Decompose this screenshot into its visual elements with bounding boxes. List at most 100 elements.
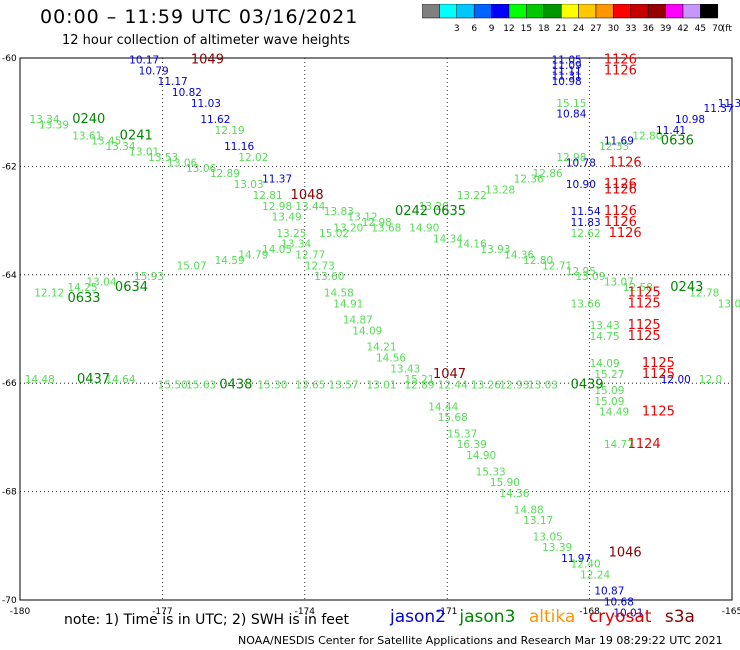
- time-label: 1125: [642, 356, 675, 371]
- swh-value: 13.61: [72, 130, 102, 142]
- swh-value: 13.12: [348, 212, 378, 224]
- time-labels: 1049 0240 0241 1048 0242 0635 0633 0634 0437 0438…: [67, 52, 703, 560]
- swh-value: 14.34: [433, 233, 463, 245]
- swh-value: 10.82: [172, 87, 202, 99]
- swh-value: 14.59: [215, 255, 245, 267]
- swh-value: 13.0: [718, 298, 740, 310]
- time-label: 1048: [291, 188, 324, 203]
- swh-value: 14.05: [262, 244, 292, 256]
- time-label: 1046: [609, 546, 642, 561]
- scale-label: 33: [625, 24, 636, 34]
- scale-label: 36: [642, 24, 654, 34]
- swh-value: 14.58: [324, 287, 354, 299]
- swh-value: 12.93: [499, 380, 529, 392]
- scale-label: 21: [555, 24, 566, 34]
- y-tick-label: -64: [2, 271, 17, 281]
- swh-value: 11.37: [704, 103, 734, 115]
- time-label: 0242: [395, 204, 428, 219]
- swh-value: 13.53: [148, 152, 178, 164]
- swh-value: 12.24: [580, 569, 610, 581]
- x-tick-label: -165: [722, 607, 740, 617]
- time-label: 1124: [628, 437, 661, 452]
- swh-value: 13.39: [39, 119, 69, 131]
- swh-value: 11.31: [552, 71, 582, 83]
- time-label: 0438: [219, 378, 252, 393]
- swh-value: 13.49: [272, 212, 302, 224]
- swh-value: 15.07: [177, 260, 207, 272]
- time-label: 1126: [604, 177, 637, 192]
- swh-value: 14.09: [590, 358, 620, 370]
- swh-value: 11.03: [191, 98, 221, 110]
- swh-value: 14.90: [409, 222, 439, 234]
- swh-value: 13.45: [91, 136, 121, 148]
- page-title: 00:00 – 11:59 UTC 03/16/2021: [40, 6, 359, 28]
- swh-value: 12.02: [238, 152, 268, 164]
- swh-value: 15.09: [594, 396, 624, 408]
- y-tick-label: -62: [2, 162, 17, 172]
- swh-value: 12.33: [599, 141, 629, 153]
- swh-value: 12.95: [566, 266, 596, 278]
- swh-value: 15.21: [404, 374, 434, 386]
- swh-value: 13.65: [295, 380, 325, 392]
- x-tick-label: -177: [152, 607, 172, 617]
- swh-value: 11.37: [262, 174, 292, 186]
- swh-value: 10.79: [139, 65, 169, 77]
- time-label: 0633: [67, 291, 100, 306]
- swh-value: 12.77: [295, 250, 325, 262]
- swh-value: 12.98: [262, 201, 292, 213]
- swh-value: 13.83: [324, 206, 354, 218]
- swh-value: 14.09: [352, 325, 382, 337]
- swh-value: 14.88: [514, 504, 544, 516]
- scale-label: 15: [521, 24, 532, 34]
- swh-value: 11.09: [552, 60, 582, 72]
- swh-value: 11.54: [571, 206, 601, 218]
- swh-value: 15.93: [134, 271, 164, 283]
- satellite-legend: jason2 jason3 altika cryosat s3a: [390, 607, 703, 627]
- swh-value: 16.39: [457, 439, 487, 451]
- time-label: 1126: [609, 155, 642, 170]
- swh-value: 13.26: [471, 380, 501, 392]
- time-label: 0634: [115, 280, 148, 295]
- swh-value: 10.68: [604, 596, 634, 608]
- swh-value: 12.80: [523, 255, 553, 267]
- swh-value: 15.15: [556, 98, 586, 110]
- swh-value: 15.02: [319, 228, 349, 240]
- grid-lines: [20, 58, 732, 600]
- legend-altika: altika: [528, 607, 576, 627]
- scale-unit: (ft): [722, 24, 732, 34]
- scale-label: 12: [503, 24, 514, 34]
- swh-value: 14.77: [604, 439, 634, 451]
- swh-value: 12.80: [632, 130, 662, 142]
- time-label: 1125: [628, 329, 661, 344]
- scale-label: 30: [608, 24, 620, 34]
- swh-value: 13.34: [29, 114, 59, 126]
- scale-label: 6: [471, 24, 477, 34]
- scale-label: 42: [677, 24, 688, 34]
- swh-value: 13.20: [419, 201, 449, 213]
- swh-value: 14.79: [238, 250, 268, 262]
- swh-value: 15.27: [594, 369, 624, 381]
- scale-label: 9: [489, 24, 495, 34]
- time-label: 1047: [433, 367, 466, 382]
- page-subtitle: 12 hour collection of altimeter wave hei…: [62, 33, 350, 48]
- time-label: 1125: [642, 367, 675, 382]
- swh-value: 10.98: [552, 76, 582, 88]
- swh-value: 12.36: [514, 174, 544, 186]
- swh-value: 13.06: [186, 163, 216, 175]
- swh-value: 14.21: [367, 342, 397, 354]
- swh-value: 12.0: [699, 374, 722, 386]
- x-tick-label: -171: [437, 607, 457, 617]
- time-label: 1126: [604, 183, 637, 198]
- time-label: 1125: [642, 405, 675, 420]
- swh-value: 12.44: [438, 380, 468, 392]
- swh-value: 11.97: [561, 553, 591, 565]
- x-tick-label: -168: [579, 607, 600, 617]
- swh-value: 11.69: [604, 136, 634, 148]
- scale-label: 39: [660, 24, 672, 34]
- scale-label: 18: [538, 24, 550, 34]
- swh-value: 13.93: [480, 244, 510, 256]
- swh-value: 11.41: [656, 125, 686, 137]
- y-tick-label: -68: [2, 488, 17, 498]
- swh-value: 12.58: [623, 282, 653, 294]
